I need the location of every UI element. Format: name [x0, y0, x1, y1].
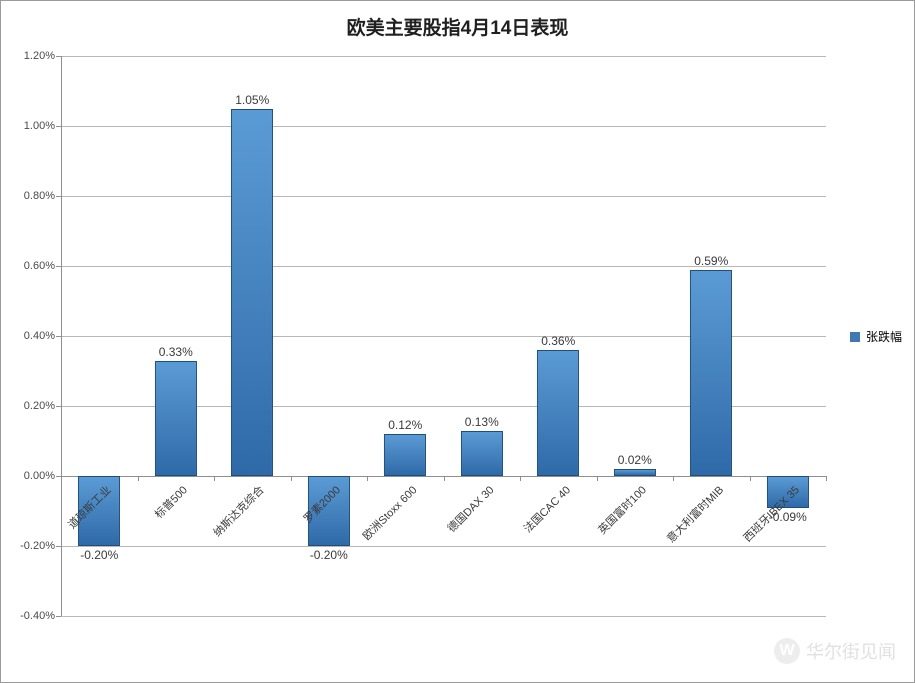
category-tick	[291, 476, 292, 481]
bar-value-label: -0.20%	[310, 548, 348, 562]
plot-area: -0.40%-0.20%0.00%0.20%0.40%0.60%0.80%1.0…	[61, 56, 826, 616]
bar-slot: 0.59%意大利富时MIB	[673, 56, 750, 616]
y-tick-label: 1.20%	[24, 50, 61, 62]
bar-value-label: -0.20%	[80, 548, 118, 562]
legend: 张跌幅	[850, 328, 902, 345]
bar-slot: 0.02% 英国富时100	[597, 56, 674, 616]
bar-value-label: 0.33%	[159, 345, 193, 359]
legend-label: 张跌幅	[866, 328, 902, 345]
bar-slot: -0.20%道琼斯工业	[61, 56, 138, 616]
y-tick-label: 0.40%	[24, 330, 61, 342]
category-label: 欧洲Stoxx 600	[359, 482, 420, 543]
category-tick	[597, 476, 598, 481]
watermark: W 华尔街见闻	[774, 638, 896, 664]
bar-slot: 0.33% 标普500	[138, 56, 215, 616]
bar	[384, 434, 426, 476]
chart-title: 欧美主要股指4月14日表现	[1, 13, 914, 40]
bar-value-label: 0.36%	[541, 334, 575, 348]
bar-value-label: 0.13%	[465, 415, 499, 429]
watermark-text: 华尔街见闻	[806, 638, 896, 664]
category-tick	[444, 476, 445, 481]
category-tick	[750, 476, 751, 481]
category-label: 意大利富时MIB	[663, 482, 727, 546]
y-tick-label: 0.80%	[24, 190, 61, 202]
y-tick-label: -0.20%	[20, 540, 61, 552]
y-tick-label: 0.60%	[24, 260, 61, 272]
bar	[614, 469, 656, 476]
watermark-icon: W	[774, 638, 800, 664]
category-label: 英国富时100	[595, 482, 650, 537]
bar-slot: 0.36% 法国CAC 40	[520, 56, 597, 616]
bar-slot: -0.09%西班牙IBEX 35	[750, 56, 827, 616]
category-label: 纳斯达克综合	[210, 482, 268, 540]
bar	[690, 270, 732, 477]
category-tick	[138, 476, 139, 481]
legend-swatch	[850, 332, 860, 342]
bar-slot: -0.20%罗素2000	[291, 56, 368, 616]
category-label: 德国DAX 30	[443, 482, 497, 536]
bar	[155, 361, 197, 477]
category-tick	[61, 476, 62, 481]
bar	[461, 431, 503, 477]
y-tick-label: 0.20%	[24, 400, 61, 412]
bar-value-label: 1.05%	[235, 93, 269, 107]
category-tick	[673, 476, 674, 481]
gridline	[61, 616, 826, 617]
category-tick	[520, 476, 521, 481]
category-label: 标普500	[151, 482, 191, 522]
category-tick	[826, 476, 827, 481]
bar-slot: 1.05%纳斯达克综合	[214, 56, 291, 616]
bar-slot: 0.13% 德国DAX 30	[444, 56, 521, 616]
bar-value-label: 0.02%	[618, 453, 652, 467]
category-tick	[367, 476, 368, 481]
bar-value-label: 0.12%	[388, 418, 422, 432]
bar	[537, 350, 579, 476]
category-tick	[214, 476, 215, 481]
y-tick-label: 1.00%	[24, 120, 61, 132]
category-label: 法国CAC 40	[519, 482, 573, 536]
bar-slot: 0.12%欧洲Stoxx 600	[367, 56, 444, 616]
y-tick-label: -0.40%	[20, 610, 61, 622]
bar	[231, 109, 273, 477]
y-tick-label: 0.00%	[24, 470, 61, 482]
bar-value-label: 0.59%	[694, 254, 728, 268]
